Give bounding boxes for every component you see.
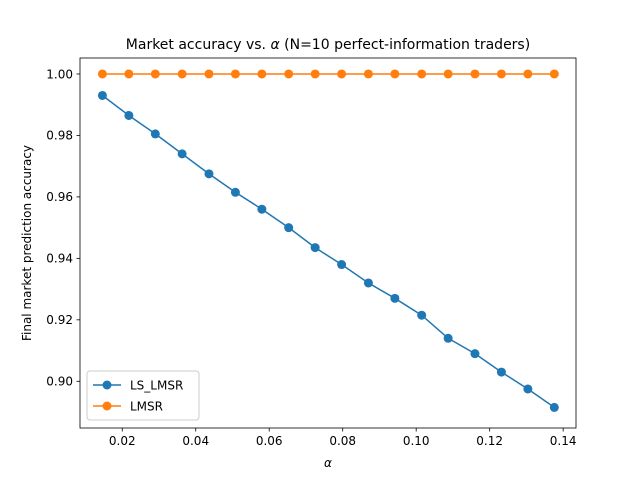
legend-marker-ls-lmsr <box>102 380 112 390</box>
data-point-lmsr <box>443 69 453 79</box>
legend-label-lmsr: LMSR <box>130 400 163 414</box>
data-point-ls-lmsr <box>284 223 294 233</box>
x-tick-label: 0.08 <box>329 434 356 448</box>
data-point-lmsr <box>523 69 533 79</box>
data-point-ls-lmsr <box>417 310 427 320</box>
data-point-ls-lmsr <box>390 293 400 303</box>
data-point-ls-lmsr <box>150 129 160 139</box>
y-tick-label: 0.96 <box>46 190 73 204</box>
x-tick-label: 0.02 <box>109 434 136 448</box>
x-axis: 0.02 0.04 0.06 0.08 0.10 0.12 0.14 <box>109 428 577 448</box>
data-point-lmsr <box>337 69 347 79</box>
data-point-ls-lmsr <box>523 384 533 394</box>
x-tick-label: 0.14 <box>550 434 577 448</box>
legend-label-ls-lmsr: LS_LMSR <box>130 379 183 393</box>
data-point-ls-lmsr <box>177 149 187 159</box>
data-point-ls-lmsr <box>363 278 373 288</box>
x-tick-label: 0.10 <box>403 434 430 448</box>
series-ls-lmsr <box>97 90 559 412</box>
data-point-lmsr <box>549 69 559 79</box>
chart-title: Market accuracy vs. α (N=10 perfect-info… <box>126 37 530 53</box>
y-axis: 0.90 0.92 0.94 0.96 0.98 1.00 <box>46 67 80 389</box>
data-point-ls-lmsr <box>337 260 347 270</box>
data-point-lmsr <box>177 69 187 79</box>
data-point-ls-lmsr <box>443 333 453 343</box>
data-point-lmsr <box>417 69 427 79</box>
series-lmsr <box>97 69 559 79</box>
series-layer <box>97 69 559 412</box>
y-tick-label: 0.98 <box>46 129 73 143</box>
y-axis-label: Final market prediction accuracy <box>20 145 34 341</box>
y-tick-label: 0.94 <box>46 252 73 266</box>
data-point-ls-lmsr <box>496 367 506 377</box>
x-tick-label: 0.04 <box>182 434 209 448</box>
x-tick-label: 0.06 <box>256 434 283 448</box>
data-point-ls-lmsr <box>470 349 480 359</box>
plot-area <box>79 57 577 429</box>
y-tick-label: 1.00 <box>46 67 73 81</box>
series-line-ls-lmsr <box>101 94 555 409</box>
data-point-lmsr <box>363 69 373 79</box>
legend: LS_LMSR LMSR <box>86 370 200 421</box>
y-tick-label: 0.90 <box>46 375 73 389</box>
data-point-ls-lmsr <box>230 187 240 197</box>
data-point-lmsr <box>204 69 214 79</box>
data-point-ls-lmsr <box>204 169 214 179</box>
y-tick-label: 0.92 <box>46 313 73 327</box>
chart-title-suffix: (N=10 perfect-information traders) <box>280 37 531 53</box>
data-point-ls-lmsr <box>549 402 559 412</box>
data-point-ls-lmsr <box>310 243 320 253</box>
data-point-ls-lmsr <box>257 204 267 214</box>
data-point-lmsr <box>390 69 400 79</box>
x-tick-label: 0.12 <box>476 434 503 448</box>
data-point-lmsr <box>310 69 320 79</box>
data-point-lmsr <box>496 69 506 79</box>
legend-marker-lmsr <box>102 401 112 411</box>
data-point-ls-lmsr <box>124 110 134 120</box>
data-point-lmsr <box>150 69 160 79</box>
data-point-lmsr <box>470 69 480 79</box>
chart-title-prefix: Market accuracy vs. <box>126 37 271 53</box>
axes-frame <box>79 57 577 429</box>
x-axis-label: α <box>324 456 332 470</box>
legend-box <box>86 370 200 421</box>
data-point-ls-lmsr <box>97 90 107 100</box>
data-point-lmsr <box>124 69 134 79</box>
data-point-lmsr <box>230 69 240 79</box>
chart-title-symbol: α <box>270 37 280 53</box>
data-point-lmsr <box>284 69 294 79</box>
data-point-lmsr <box>97 69 107 79</box>
data-point-lmsr <box>257 69 267 79</box>
